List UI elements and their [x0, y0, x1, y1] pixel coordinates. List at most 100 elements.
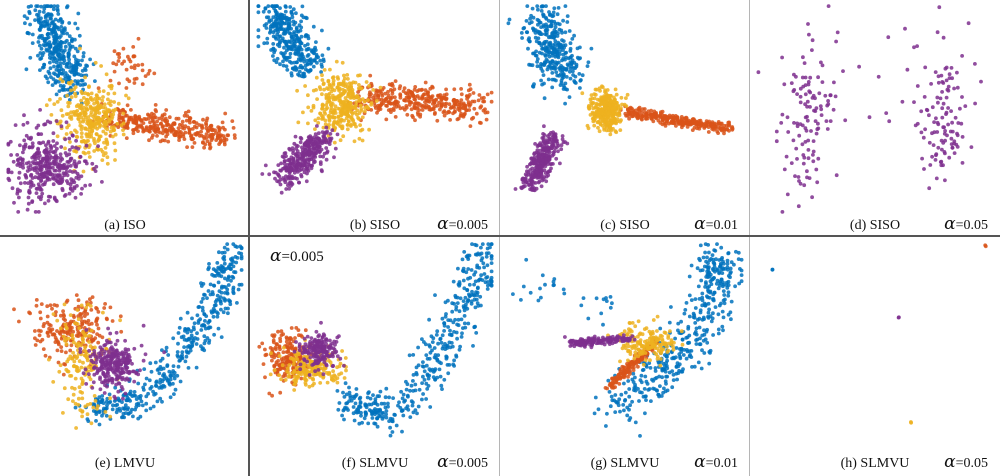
- point-d-1-51: [969, 145, 974, 150]
- point-e-2-74: [61, 334, 66, 339]
- point-a-3-173: [59, 108, 64, 113]
- point-a-4-321: [21, 144, 26, 149]
- point-a-4-336: [76, 176, 81, 181]
- point-e-0-366: [215, 261, 220, 265]
- point-e-0-380: [167, 381, 172, 386]
- point-a-3-263: [105, 140, 110, 145]
- point-c-3-296: [543, 171, 548, 176]
- point-c-1-276: [669, 120, 674, 124]
- point-b-2-2: [315, 97, 319, 101]
- point-c-1-171: [660, 122, 665, 127]
- point-c-1-202: [716, 131, 720, 136]
- point-c-3-190: [551, 140, 556, 145]
- point-d-2-10: [835, 30, 840, 35]
- point-e-0-314: [207, 325, 212, 330]
- point-a-2-25: [111, 61, 116, 66]
- point-a-4-288: [25, 207, 30, 212]
- point-a-3-314: [76, 116, 81, 121]
- point-a-3-304: [69, 117, 74, 121]
- point-a-1-103: [220, 120, 225, 125]
- point-a-0-259: [61, 84, 66, 88]
- point-a-0-311: [52, 40, 57, 45]
- point-a-0-301: [49, 28, 54, 33]
- point-e-1-134: [37, 328, 41, 333]
- point-a-4-320: [50, 172, 55, 177]
- point-b-3-38: [279, 161, 283, 166]
- point-a-1-317: [125, 103, 130, 108]
- point-a-4-354: [6, 168, 11, 172]
- point-e-0-158: [164, 345, 169, 350]
- point-b-2-316: [345, 113, 350, 117]
- point-b-2-314: [344, 98, 349, 103]
- point-a-3-246: [110, 115, 115, 119]
- point-a-1-24: [192, 141, 197, 145]
- point-a-4-219: [30, 200, 34, 205]
- point-e-1-188: [89, 308, 94, 312]
- point-a-4-269: [84, 143, 89, 148]
- panel-e: (e) LMVU: [0, 238, 250, 476]
- point-b-3-205: [260, 172, 265, 176]
- point-a-0-219: [33, 18, 37, 22]
- point-c-0-253: [571, 66, 576, 70]
- point-d-0-23: [774, 129, 779, 134]
- point-a-0-323: [54, 92, 59, 97]
- point-e-0-401: [107, 392, 112, 397]
- point-b-2-132: [354, 100, 359, 104]
- point-b-2-231: [340, 126, 344, 131]
- point-a-3-0: [100, 158, 105, 163]
- point-b-2-240: [337, 93, 342, 98]
- point-d-1-93: [939, 73, 944, 78]
- point-e-0-18: [100, 394, 105, 398]
- point-a-0-245: [28, 22, 32, 27]
- point-a-1-313: [169, 128, 173, 133]
- point-b-1-84: [472, 106, 477, 111]
- point-a-4-218: [49, 146, 53, 151]
- point-b-1-307: [393, 95, 397, 100]
- point-d-0-29: [806, 148, 811, 152]
- point-c-2-206: [618, 128, 623, 133]
- point-a-0-163: [30, 41, 35, 45]
- point-e-0-367: [144, 408, 149, 413]
- point-e-0-382: [157, 371, 162, 376]
- point-a-4-273: [28, 185, 33, 189]
- point-b-2-14: [363, 109, 367, 114]
- point-d-0-107: [801, 55, 805, 60]
- point-b-3-301: [291, 156, 296, 161]
- point-d-2-11: [905, 67, 910, 72]
- point-c-0-243: [574, 62, 579, 67]
- point-a-4-313: [76, 146, 81, 151]
- point-b-0-118: [294, 25, 299, 30]
- point-c-2-294: [592, 114, 597, 119]
- point-c-3-270: [561, 140, 566, 145]
- point-a-4-281: [55, 141, 59, 146]
- point-a-0-377: [42, 62, 47, 67]
- point-b-1-228: [402, 86, 407, 90]
- point-b-0-264: [313, 45, 317, 50]
- point-a-3-320: [79, 98, 83, 103]
- point-a-3-3: [58, 97, 62, 101]
- point-c-3-226: [555, 138, 559, 143]
- point-b-0-315: [289, 61, 294, 65]
- point-a-4-358: [13, 123, 18, 127]
- point-b-3-256: [283, 180, 288, 185]
- point-a-4-66: [70, 145, 75, 150]
- point-c-0-223: [567, 95, 572, 99]
- point-a-4-112: [80, 186, 84, 191]
- point-d-1-36: [944, 78, 949, 83]
- point-a-4-22: [58, 152, 63, 157]
- point-e-1-96: [59, 345, 64, 349]
- point-b-2-187: [306, 121, 310, 126]
- point-b-3-268: [324, 157, 329, 162]
- point-c-0-300: [551, 65, 556, 70]
- point-e-0-337: [199, 281, 203, 286]
- point-a-0-295: [72, 54, 77, 59]
- point-b-2-222: [358, 103, 363, 108]
- point-c-2-252: [609, 113, 613, 118]
- point-b-1-295: [377, 104, 382, 108]
- point-d-0-97: [785, 192, 790, 197]
- point-b-1-59: [467, 82, 472, 87]
- point-a-4-293: [29, 172, 34, 177]
- point-a-3-196: [97, 134, 102, 139]
- point-e-1-193: [95, 307, 99, 311]
- point-a-4-363: [27, 188, 32, 193]
